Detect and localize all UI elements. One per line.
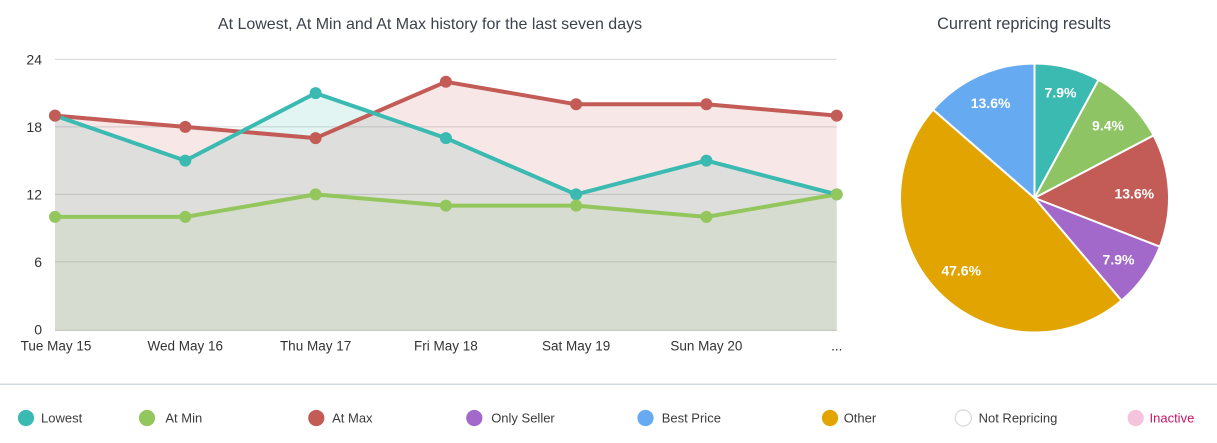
svg-text:Sun May 20: Sun May 20 bbox=[670, 339, 742, 354]
svg-text:7.9%: 7.9% bbox=[1103, 252, 1135, 268]
svg-text:At Min: At Min bbox=[165, 411, 202, 426]
svg-text:Best Price: Best Price bbox=[662, 411, 721, 426]
svg-text:At Max: At Max bbox=[332, 411, 373, 426]
svg-text:Thu May 17: Thu May 17 bbox=[280, 339, 351, 354]
svg-text:Other: Other bbox=[844, 411, 877, 426]
svg-text:Not Repricing: Not Repricing bbox=[979, 411, 1058, 426]
svg-text:Sat May 19: Sat May 19 bbox=[542, 339, 610, 354]
svg-text:12: 12 bbox=[26, 187, 42, 203]
svg-text:9.4%: 9.4% bbox=[1092, 118, 1124, 134]
svg-text:Fri May 18: Fri May 18 bbox=[414, 339, 478, 354]
svg-text:At Lowest, At Min and At Max h: At Lowest, At Min and At Max history for… bbox=[218, 16, 642, 33]
svg-text:...: ... bbox=[831, 339, 842, 354]
svg-text:Only Seller: Only Seller bbox=[491, 411, 555, 426]
svg-text:13.6%: 13.6% bbox=[1114, 186, 1154, 202]
svg-text:47.6%: 47.6% bbox=[941, 263, 981, 279]
svg-text:Tue May 15: Tue May 15 bbox=[21, 339, 92, 354]
svg-text:24: 24 bbox=[26, 52, 42, 68]
svg-text:6: 6 bbox=[34, 254, 42, 270]
svg-text:Lowest: Lowest bbox=[41, 411, 83, 426]
svg-text:0: 0 bbox=[34, 322, 42, 338]
svg-text:Inactive: Inactive bbox=[1150, 411, 1195, 426]
svg-text:Wed May 16: Wed May 16 bbox=[148, 339, 224, 354]
svg-text:18: 18 bbox=[26, 119, 42, 135]
svg-text:7.9%: 7.9% bbox=[1045, 85, 1077, 101]
svg-text:13.6%: 13.6% bbox=[971, 95, 1011, 111]
svg-text:Current repricing results: Current repricing results bbox=[937, 15, 1111, 33]
